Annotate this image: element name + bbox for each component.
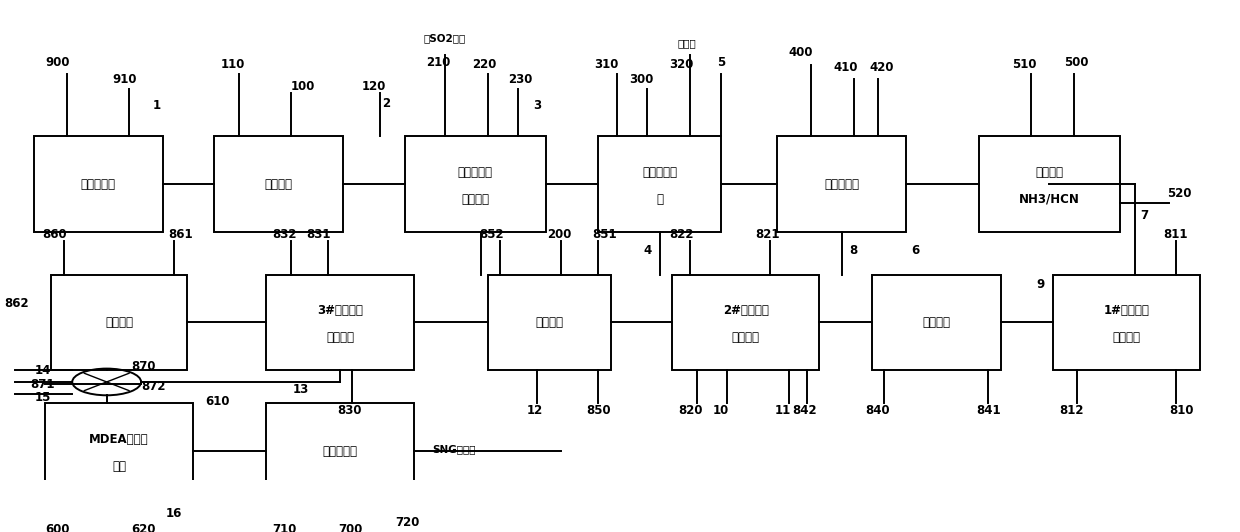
Bar (978, 136, 1120, 232)
Text: 精脱硫保护: 精脱硫保护 (642, 166, 677, 179)
Text: 化反应器: 化反应器 (326, 331, 355, 344)
Text: 210: 210 (427, 56, 450, 69)
Text: 化碳: 化碳 (112, 460, 126, 473)
Text: 872: 872 (141, 380, 166, 393)
Text: NH3/HCN: NH3/HCN (1019, 193, 1080, 206)
Text: 110: 110 (221, 59, 244, 71)
Text: 510: 510 (1012, 59, 1037, 71)
Text: 循环流化床: 循环流化床 (458, 166, 492, 179)
Text: 871: 871 (31, 378, 55, 391)
Bar (267, 275, 414, 370)
Text: 3#等温甲烷: 3#等温甲烷 (317, 304, 363, 318)
Text: 300: 300 (629, 72, 653, 86)
Text: 6: 6 (911, 244, 919, 257)
Bar (51, 275, 186, 370)
Text: 230: 230 (508, 72, 533, 86)
Text: 1#绝热甲烷: 1#绝热甲烷 (1104, 304, 1149, 318)
Bar (33, 136, 162, 232)
Text: 900: 900 (46, 56, 69, 69)
Text: 500: 500 (1064, 56, 1089, 69)
Text: 1: 1 (153, 99, 161, 112)
Text: 15: 15 (35, 390, 51, 404)
Bar (672, 275, 820, 370)
Text: 841: 841 (976, 404, 1001, 417)
Text: 非耐硫变换: 非耐硫变换 (825, 178, 859, 190)
Text: 富SO2气体: 富SO2气体 (424, 34, 466, 44)
Text: 9: 9 (1037, 278, 1045, 290)
Text: 700: 700 (337, 523, 362, 532)
Text: 821: 821 (755, 228, 780, 240)
Text: 862: 862 (5, 297, 30, 310)
Text: 5: 5 (717, 56, 725, 69)
Bar (267, 403, 414, 499)
Text: 860: 860 (42, 228, 67, 240)
Text: 610: 610 (205, 395, 229, 408)
Text: 水蒸汽: 水蒸汽 (677, 38, 696, 48)
Text: 822: 822 (670, 228, 694, 240)
Text: 化反应器: 化反应器 (732, 331, 760, 344)
Text: 410: 410 (833, 61, 858, 73)
Text: 16: 16 (166, 506, 182, 520)
Text: 520: 520 (1167, 187, 1192, 200)
Text: 12: 12 (526, 404, 542, 417)
Text: 100: 100 (291, 80, 315, 93)
Text: 852: 852 (479, 228, 503, 240)
Bar (487, 275, 610, 370)
Text: 832: 832 (273, 228, 298, 240)
Bar (872, 275, 1001, 370)
Text: 床: 床 (656, 193, 663, 206)
Text: 激冷洗涤: 激冷洗涤 (264, 178, 293, 190)
Text: 13: 13 (293, 383, 309, 396)
Text: 吸附床脱: 吸附床脱 (1035, 166, 1063, 179)
Text: 861: 861 (169, 228, 192, 240)
Text: 热量回收: 热量回收 (923, 316, 950, 329)
Text: 620: 620 (131, 523, 156, 532)
Text: 810: 810 (1169, 404, 1194, 417)
Text: 4: 4 (644, 244, 651, 257)
Text: 热量回收: 热量回收 (105, 316, 133, 329)
Text: 910: 910 (113, 72, 138, 86)
Text: 14: 14 (35, 363, 51, 377)
Text: 851: 851 (591, 228, 616, 240)
Text: 3: 3 (533, 99, 541, 112)
Text: 2#绝热甲烷: 2#绝热甲烷 (723, 304, 769, 318)
Bar (1053, 275, 1200, 370)
Text: MDEA脱二氧: MDEA脱二氧 (89, 433, 149, 446)
Text: 720: 720 (396, 516, 420, 529)
Text: 420: 420 (869, 61, 894, 73)
Text: 820: 820 (678, 404, 703, 417)
Text: 220: 220 (471, 59, 496, 71)
Text: 2: 2 (382, 97, 391, 110)
Text: 热量回收: 热量回收 (536, 316, 563, 329)
Text: 811: 811 (1163, 228, 1188, 240)
Text: 850: 850 (587, 404, 610, 417)
Text: 400: 400 (789, 46, 813, 60)
Text: 812: 812 (1059, 404, 1084, 417)
Text: 水煤浆气化: 水煤浆气化 (81, 178, 115, 190)
Text: 600: 600 (46, 523, 69, 532)
Text: 化反应器: 化反应器 (1112, 331, 1141, 344)
Text: 11: 11 (775, 404, 791, 417)
Text: 热法脱硫: 热法脱硫 (461, 193, 490, 206)
Bar (777, 136, 906, 232)
Text: 200: 200 (547, 228, 572, 240)
Bar (404, 136, 546, 232)
Text: 831: 831 (306, 228, 330, 240)
Text: 310: 310 (595, 59, 619, 71)
Text: 830: 830 (337, 404, 362, 417)
Text: 120: 120 (362, 80, 386, 93)
Bar (215, 136, 343, 232)
Text: 320: 320 (670, 59, 694, 71)
Text: 842: 842 (792, 404, 817, 417)
Text: 7: 7 (1141, 209, 1148, 221)
Text: 10: 10 (713, 404, 729, 417)
Text: 8: 8 (849, 244, 858, 257)
Text: SNG产品气: SNG产品气 (433, 444, 476, 454)
Text: 710: 710 (273, 523, 298, 532)
Bar (45, 403, 192, 499)
Text: 840: 840 (866, 404, 890, 417)
Text: 三甘醇脱水: 三甘醇脱水 (322, 445, 357, 458)
Text: 870: 870 (131, 360, 156, 373)
Bar (598, 136, 722, 232)
